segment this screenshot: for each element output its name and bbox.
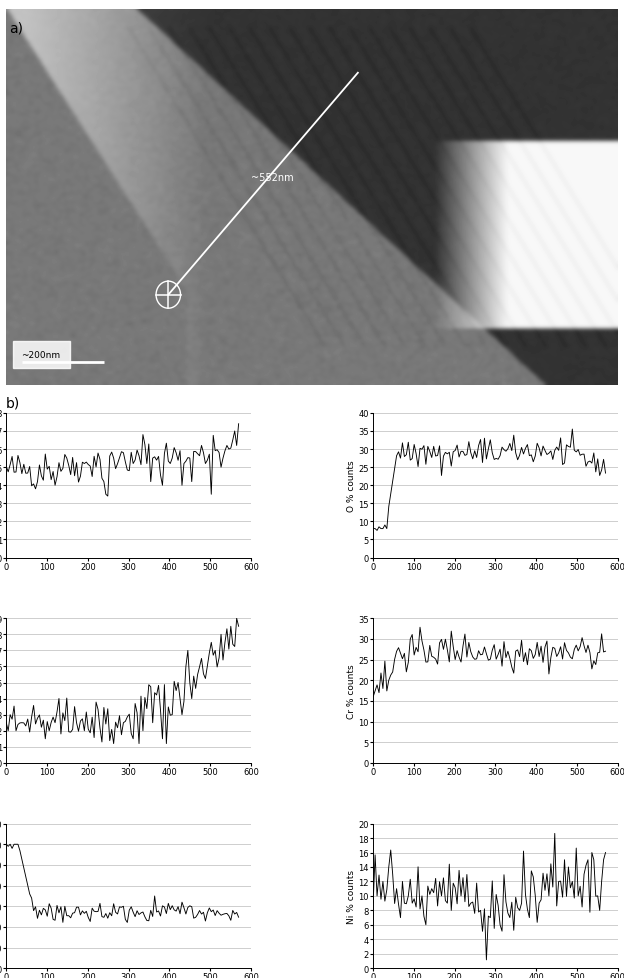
Text: ~200nm: ~200nm <box>21 350 61 359</box>
Text: a): a) <box>9 22 23 35</box>
Y-axis label: Ni % counts: Ni % counts <box>346 869 356 923</box>
Text: ~552nm: ~552nm <box>251 173 293 183</box>
Text: b): b) <box>6 396 21 411</box>
Y-axis label: O % counts: O % counts <box>346 460 356 511</box>
Y-axis label: Cr % counts: Cr % counts <box>346 663 356 718</box>
